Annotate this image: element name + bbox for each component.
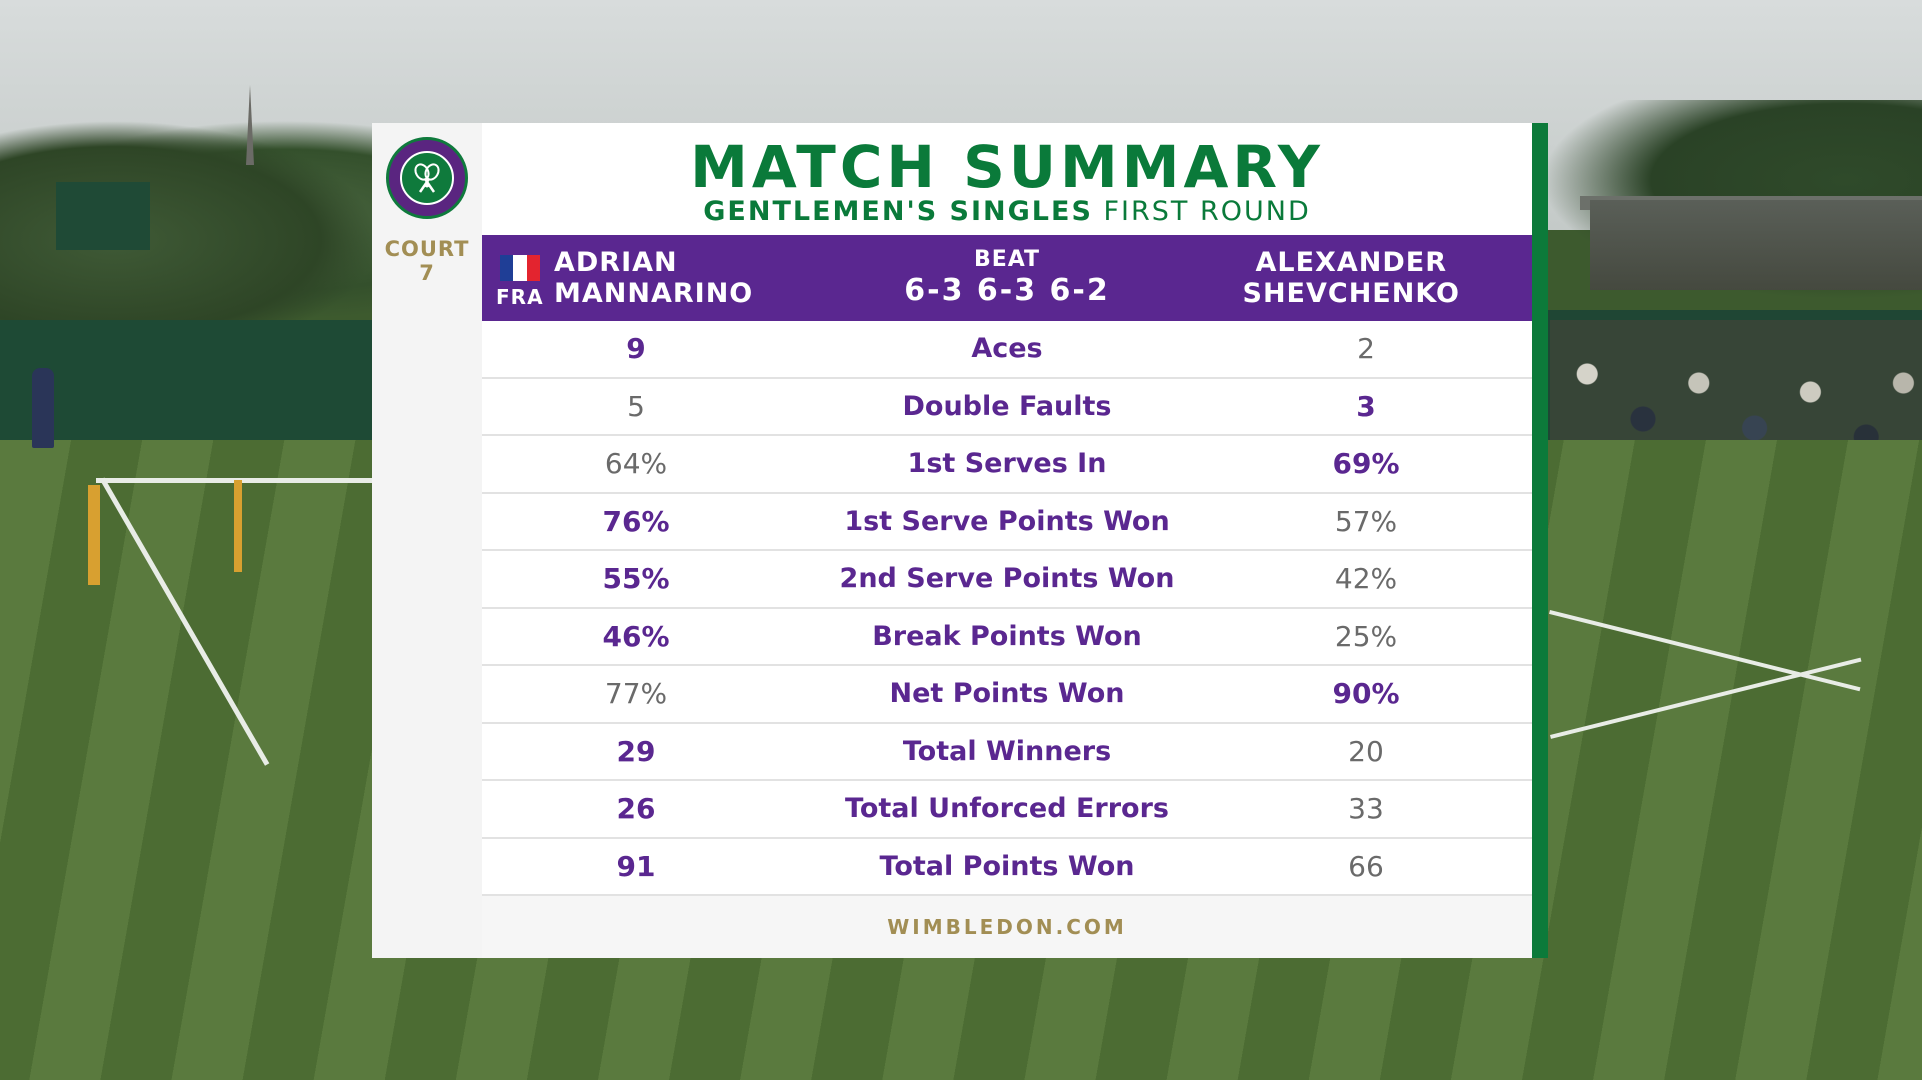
stat-row-total-winners: 29 Total Winners 20 — [482, 724, 1532, 781]
court-sidebar: COURT 7 — [372, 123, 482, 958]
player2-stat: 42% — [1334, 562, 1398, 596]
player1-stat: 46% — [602, 619, 670, 653]
player1-stat: 9 — [626, 332, 646, 366]
player1-stat: 77% — [604, 677, 668, 711]
player1-stat: 5 — [627, 389, 645, 423]
church-spire — [246, 85, 254, 165]
player2-stat: 2 — [1357, 332, 1375, 366]
player1-first-name: ADRIAN — [554, 247, 678, 278]
stat-label: 2nd Serve Points Won — [839, 563, 1175, 595]
court-scoreboard — [56, 182, 150, 250]
stat-row-second-serve-points-won: 55% 2nd Serve Points Won 42% — [482, 551, 1532, 609]
result-word: BEAT — [973, 247, 1041, 272]
stat-row-total-unforced-errors: 26 Total Unforced Errors 33 — [482, 781, 1532, 839]
player2-stat: 66 — [1348, 849, 1384, 883]
player2-stat: 25% — [1334, 619, 1398, 653]
stat-label: Aces — [971, 333, 1043, 365]
court-wall-left — [0, 320, 380, 450]
stat-label: Double Faults — [902, 390, 1112, 422]
france-flag-icon — [500, 255, 540, 281]
court-number: 7 — [419, 261, 435, 285]
court-label: COURT 7 — [372, 237, 482, 285]
player1-stat: 29 — [616, 734, 656, 768]
player2-stat: 90% — [1332, 677, 1400, 711]
stat-label: 1st Serve Points Won — [844, 505, 1170, 537]
player2-name: ALEXANDER SHEVCHENKO — [1243, 247, 1461, 309]
court-label-text: COURT — [384, 237, 470, 261]
player2-stat: 69% — [1332, 447, 1400, 481]
match-score: 6-3 6-3 6-2 — [904, 273, 1110, 308]
website-footer: WIMBLEDON.COM — [482, 896, 1532, 958]
stat-label: Total Unforced Errors — [845, 793, 1169, 825]
net-post-icon — [88, 485, 100, 585]
player2-stat: 33 — [1348, 792, 1384, 826]
crossed-rackets-icon — [414, 163, 440, 193]
round-name: FIRST ROUND — [1103, 196, 1311, 227]
player2-last-name: SHEVCHENKO — [1242, 278, 1460, 309]
ball-person — [32, 368, 54, 448]
match-summary-panel: COURT 7 MATCH SUMMARY GENTLEMEN'S SINGLE… — [372, 123, 1548, 958]
player1-stat: 91 — [616, 849, 656, 883]
stat-row-first-serve-points-won: 76% 1st Serve Points Won 57% — [482, 494, 1532, 551]
player1-stat: 76% — [602, 504, 670, 538]
stat-label: Net Points Won — [889, 678, 1125, 710]
stat-label: Break Points Won — [872, 620, 1142, 652]
player1-country: FRA — [496, 285, 544, 309]
player1-last-name: MANNARINO — [554, 278, 754, 309]
stat-label: Total Points Won — [879, 850, 1135, 882]
match-result: BEAT 6-3 6-3 6-2 — [782, 247, 1232, 309]
player2-stat: 57% — [1334, 504, 1398, 538]
event-name: GENTLEMEN'S SINGLES — [703, 196, 1093, 227]
event-subtitle: GENTLEMEN'S SINGLES FIRST ROUND — [482, 195, 1532, 229]
stat-label: 1st Serves In — [907, 448, 1107, 480]
stat-row-total-points-won: 91 Total Points Won 66 — [482, 839, 1532, 896]
player1-stat: 55% — [602, 562, 670, 596]
player2-first-name: ALEXANDER — [1255, 247, 1447, 278]
summary-main: MATCH SUMMARY GENTLEMEN'S SINGLES FIRST … — [482, 123, 1532, 958]
player1-name: ADRIAN MANNARINO — [554, 247, 753, 309]
player1-stat: 64% — [604, 447, 668, 481]
stat-row-net-points-won: 77% Net Points Won 90% — [482, 666, 1532, 724]
stats-table: 9 Aces 2 5 Double Faults 3 64% 1st Serve… — [482, 321, 1532, 896]
stat-row-aces: 9 Aces 2 — [482, 321, 1532, 379]
stat-row-break-points-won: 46% Break Points Won 25% — [482, 609, 1532, 666]
player1-stat: 26 — [616, 792, 656, 826]
building — [1590, 200, 1922, 290]
stat-row-double-faults: 5 Double Faults 3 — [482, 379, 1532, 436]
accent-bar — [1532, 123, 1548, 958]
net-post-icon — [234, 480, 242, 572]
stat-label: Total Winners — [902, 735, 1112, 767]
page-title: MATCH SUMMARY — [690, 133, 1324, 201]
player2-stat: 3 — [1356, 389, 1376, 423]
wimbledon-logo-icon — [386, 137, 468, 219]
stat-row-first-serves-in: 64% 1st Serves In 69% — [482, 436, 1532, 494]
player2-stat: 20 — [1348, 734, 1384, 768]
players-header: FRA ADRIAN MANNARINO BEAT 6-3 6-3 6-2 AL… — [482, 235, 1532, 321]
